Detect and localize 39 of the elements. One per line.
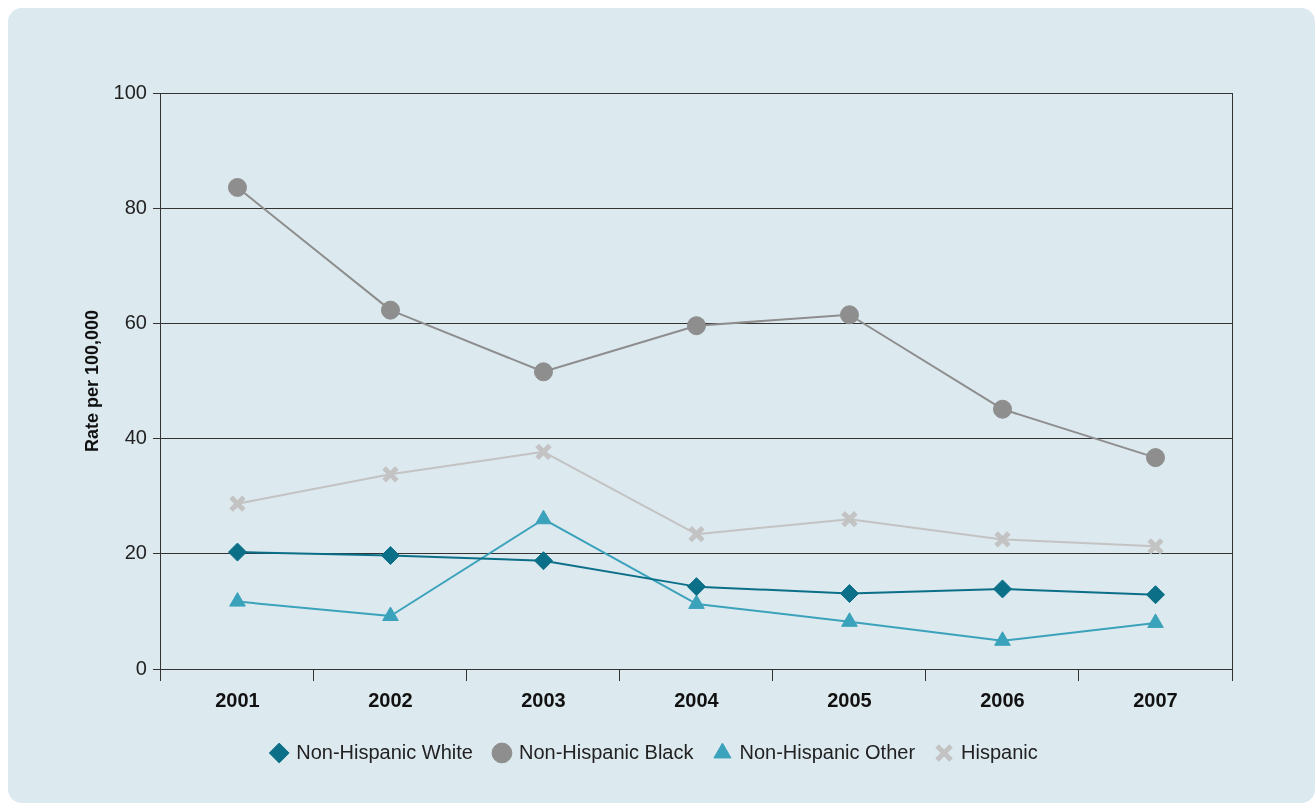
- point: [1146, 537, 1165, 556]
- point: [840, 510, 859, 529]
- legend-label: Non-Hispanic White: [296, 740, 473, 763]
- y-tick-label: 0: [135, 656, 147, 679]
- x-tick-label: 2007: [1133, 688, 1178, 711]
- y-tick-label: 100: [113, 80, 147, 103]
- point: [227, 542, 247, 562]
- point: [380, 300, 400, 320]
- x-tick-label: 2001: [215, 688, 260, 711]
- point: [1146, 448, 1165, 468]
- point: [839, 305, 859, 325]
- point: [228, 494, 247, 513]
- point: [1146, 585, 1165, 605]
- x-tick-label: 2006: [980, 688, 1025, 711]
- legend-label: Non-Hispanic Other: [739, 740, 916, 763]
- y-tick-label: 60: [124, 310, 147, 333]
- point: [533, 551, 553, 571]
- legend-label: Hispanic: [961, 740, 1038, 763]
- point: [992, 399, 1012, 419]
- y-tick-label: 40: [124, 426, 147, 449]
- x-tick-label: 2003: [521, 688, 566, 711]
- y-tick-label: 20: [124, 541, 147, 564]
- point: [992, 579, 1012, 599]
- point: [686, 577, 706, 597]
- point: [227, 177, 247, 197]
- y-tick-label: 80: [124, 195, 147, 218]
- point: [686, 316, 706, 336]
- y-axis-title: Rate per 100,000: [81, 309, 102, 453]
- point: [839, 584, 859, 604]
- point: [687, 525, 706, 544]
- point: [533, 362, 553, 382]
- x-tick-label: 2005: [827, 688, 872, 711]
- x-tick-label: 2004: [674, 688, 720, 711]
- point: [534, 442, 553, 461]
- legend-label: Non-Hispanic Black: [518, 740, 695, 763]
- point: [380, 546, 400, 566]
- x-tick-label: 2002: [368, 688, 413, 711]
- point: [381, 465, 400, 484]
- point: [993, 530, 1012, 549]
